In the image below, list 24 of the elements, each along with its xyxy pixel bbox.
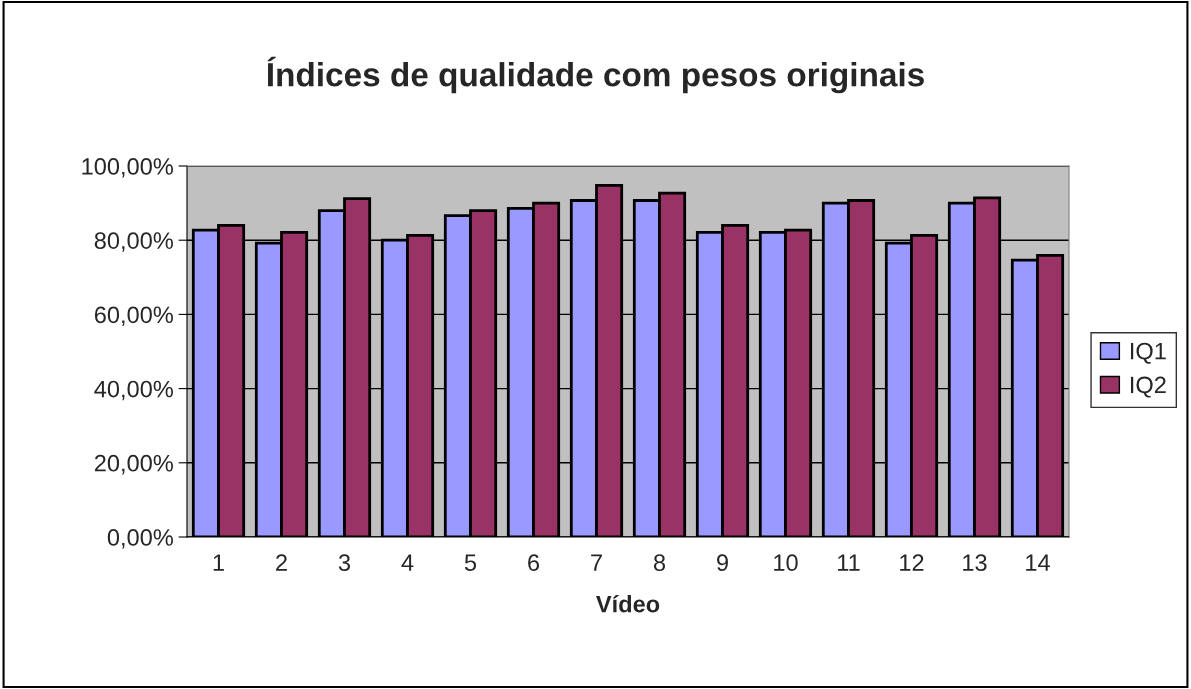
legend-label: IQ2: [1131, 376, 1166, 398]
x-tick-label: 2: [276, 554, 287, 571]
x-tick-label: 14: [1026, 554, 1050, 571]
x-tick-label: 7: [591, 554, 602, 571]
x-tick-label: 12: [900, 554, 924, 571]
legend-label: IQ1: [1131, 342, 1166, 364]
chart-title: Índices de qualidade com pesos originais: [267, 56, 924, 94]
x-tick-label: 3: [338, 554, 351, 572]
y-tick-label: 60,00%: [94, 306, 173, 326]
x-tick-label: 6: [528, 554, 540, 572]
x-axis-title: Vídeo: [596, 594, 660, 613]
y-tick-label: 20,00%: [94, 454, 173, 475]
x-tick-label: 8: [653, 554, 666, 572]
x-tick-label: 11: [838, 554, 860, 571]
y-tick-label: 80,00%: [94, 232, 173, 252]
y-tick-label: 0,00%: [107, 529, 173, 549]
x-tick-label: 5: [464, 554, 477, 572]
y-tick-label: 40,00%: [94, 380, 173, 401]
x-tick-label: 13: [963, 554, 987, 572]
x-tick-label: 4: [401, 554, 414, 571]
y-tick-label: 100,00%: [82, 158, 173, 178]
x-tick-label: 10: [774, 554, 798, 572]
x-tick-label: 1: [213, 554, 224, 571]
x-tick-label: 9: [717, 554, 728, 572]
